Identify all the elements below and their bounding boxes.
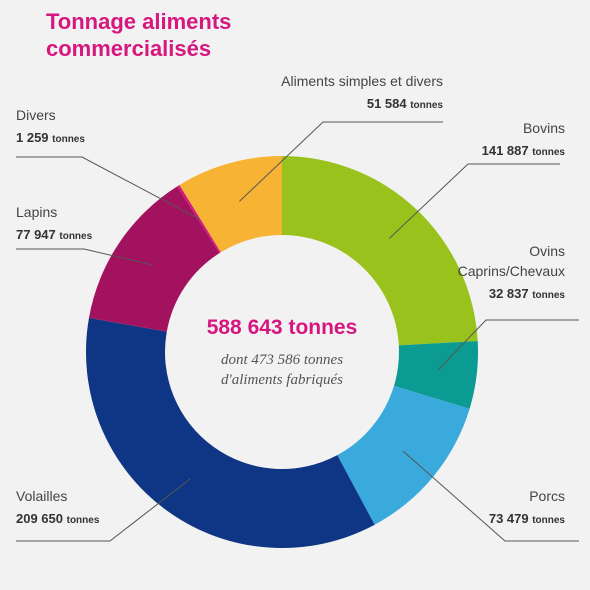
- slice-porcs: [337, 385, 470, 525]
- slice-unit-ovins-caprins-chevaux: tonnes: [532, 290, 565, 301]
- chart-title-line-2: commercialisés: [46, 36, 212, 61]
- donut-slices: [86, 156, 478, 548]
- leader-line-porcs: [402, 450, 579, 542]
- chart-title-line-1: Tonnage aliments: [46, 9, 232, 34]
- slice-unit-aliments-simples-et-divers: tonnes: [410, 100, 443, 111]
- leader-line-lapins: [16, 248, 153, 266]
- leader-line-bovins: [389, 163, 560, 239]
- leader-line-divers: [16, 156, 200, 220]
- slice-label-volailles: Volailles: [16, 488, 67, 504]
- slice-value-divers: 1 259 tonnes: [16, 130, 85, 145]
- slice-value-lapins: 77 947 tonnes: [16, 227, 93, 242]
- slice-value-aliments-simples-et-divers: 51 584 tonnes: [367, 96, 444, 111]
- leader-line-aliments-simples-et-divers: [239, 121, 443, 202]
- center-subtitle-line-2: d'aliments fabriqués: [221, 372, 343, 388]
- slice-unit-lapins: tonnes: [59, 231, 92, 242]
- center-subtitle-line-1: dont 473 586 tonnes: [221, 352, 343, 368]
- slice-value-bovins: 141 887 tonnes: [482, 143, 566, 158]
- leader-line-ovins-caprins-chevaux: [437, 319, 579, 371]
- slice-ovins-caprins-chevaux: [393, 340, 478, 409]
- slice-value-ovins-caprins-chevaux: 32 837 tonnes: [489, 286, 566, 301]
- slice-label-divers: Divers: [16, 107, 56, 123]
- slice-label-aliments-simples-et-divers: Aliments simples et divers: [281, 73, 443, 89]
- slice-value-volailles: 209 650 tonnes: [16, 511, 100, 526]
- leader-line-volailles: [16, 478, 191, 542]
- slice-unit-divers: tonnes: [52, 134, 85, 145]
- slice-unit-porcs: tonnes: [532, 515, 565, 526]
- chart-title: Tonnage aliments commercialisés: [46, 8, 346, 62]
- slice-unit-bovins: tonnes: [532, 147, 565, 158]
- slice-bovins: [282, 156, 478, 346]
- slice-volailles: [86, 317, 375, 548]
- slice-labels: Bovins 141 887 tonnes Ovins Caprins/Chevaux…: [16, 73, 565, 526]
- slice-label-bovins: Bovins: [523, 120, 565, 136]
- slice-label-lapins: Lapins: [16, 204, 57, 220]
- slice-lapins: [88, 186, 220, 332]
- slice-aliments-simples-et-divers: [179, 156, 282, 253]
- slice-label-ovins-caprins-chevaux: Caprins/Chevaux: [458, 263, 565, 279]
- slice-value-porcs: 73 479 tonnes: [489, 511, 566, 526]
- slice-label-porcs: Porcs: [529, 488, 565, 504]
- slice-label-ovins-caprins-chevaux: Ovins: [529, 243, 565, 259]
- slice-unit-volailles: tonnes: [67, 515, 100, 526]
- leader-lines: [16, 121, 579, 542]
- center-total: 588 643 tonnes: [207, 316, 358, 339]
